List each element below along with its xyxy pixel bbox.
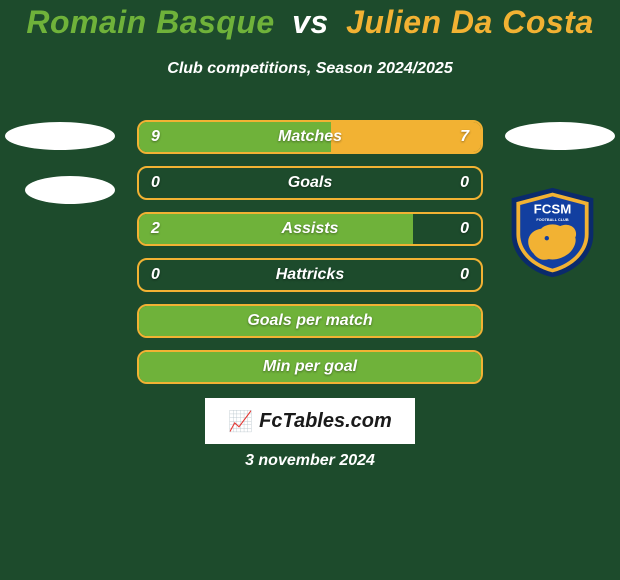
player2-club-badge: FCSM FOOTBALL CLUB [505, 185, 600, 280]
brand-icon: 📈 [228, 409, 253, 434]
stat-value-left: 2 [151, 214, 160, 244]
stat-row: Goals per match [137, 304, 483, 338]
badge-text: FCSM [534, 202, 572, 217]
player1-club-logo-placeholder [5, 122, 115, 150]
date-text: 3 november 2024 [0, 452, 620, 470]
stat-row: Min per goal [137, 350, 483, 384]
stat-value-right: 0 [460, 214, 469, 244]
comparison-card: Romain Basque vs Julien Da Costa Club co… [0, 0, 620, 580]
stat-label: Matches [139, 122, 481, 152]
stat-value-right: 0 [460, 260, 469, 290]
brand-text: FcTables.com [259, 410, 392, 433]
vs-text: vs [292, 4, 329, 40]
player1-club-logo-2-placeholder [25, 176, 115, 204]
subtitle: Club competitions, Season 2024/2025 [0, 60, 620, 78]
stat-label: Min per goal [139, 352, 481, 382]
stat-label: Goals [139, 168, 481, 198]
stat-row: Matches9 7 [137, 120, 483, 154]
player1-name: Romain Basque [26, 4, 274, 40]
stat-row: Assists2 0 [137, 212, 483, 246]
page-title: Romain Basque vs Julien Da Costa [0, 4, 620, 41]
stat-value-left: 9 [151, 122, 160, 152]
player2-club-logo-placeholder [505, 122, 615, 150]
fcsm-badge-svg: FCSM FOOTBALL CLUB [505, 185, 600, 280]
stat-bars: Matches97Goals00Assists20Hattricks00Goal… [137, 120, 483, 396]
stat-label: Hattricks [139, 260, 481, 290]
stat-value-left: 0 [151, 168, 160, 198]
player2-name: Julien Da Costa [346, 4, 594, 40]
stat-value-right: 0 [460, 168, 469, 198]
badge-subtext: FOOTBALL CLUB [536, 218, 568, 222]
stat-label: Assists [139, 214, 481, 244]
stat-row: Hattricks0 0 [137, 258, 483, 292]
stat-value-left: 0 [151, 260, 160, 290]
stat-label: Goals per match [139, 306, 481, 336]
brand-box: 📈 FcTables.com [205, 398, 415, 444]
stat-row: Goals0 0 [137, 166, 483, 200]
stat-value-right: 7 [460, 122, 469, 152]
